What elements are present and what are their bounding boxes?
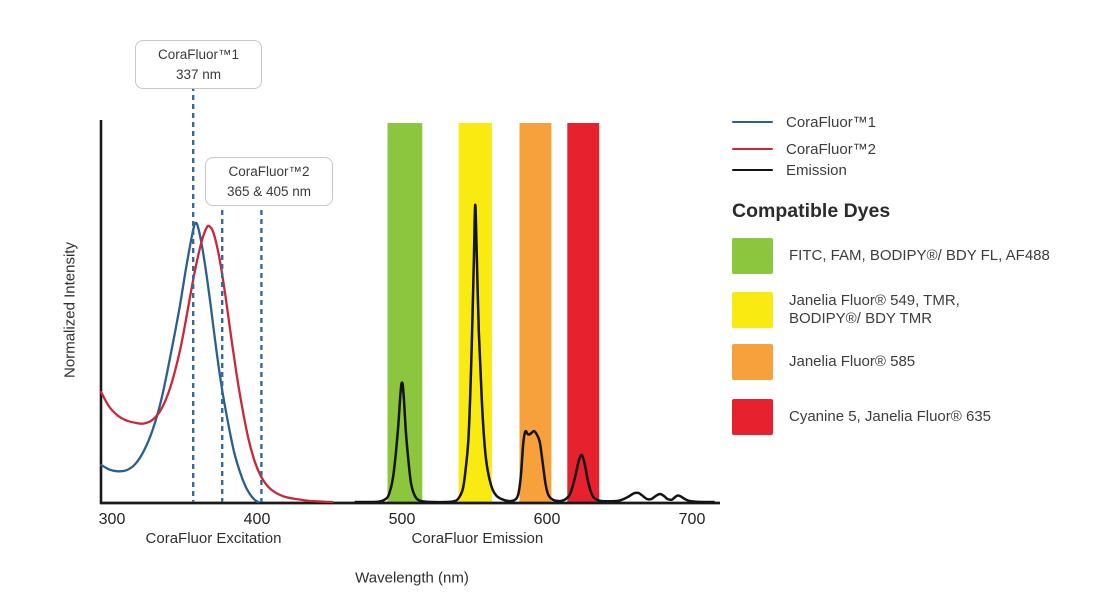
dye-label-line: FITC, FAM, BODIPY®/ BDY FL, AF488: [789, 247, 1050, 265]
x-tick-label: 700: [679, 511, 706, 528]
excitation-band: [458, 123, 492, 502]
x-tick-label: 500: [389, 511, 416, 528]
excitation-band: [567, 123, 600, 502]
x-axis-label: Wavelength (nm): [355, 569, 469, 587]
x-section-label: CoraFluor Excitation: [146, 530, 282, 547]
callout-corafluor1: CoraFluor™1 337 nm: [135, 40, 262, 90]
legend-panel: CoraFluor™1 CoraFluor™2 Emission Compatibl…: [732, 0, 1104, 612]
legend-item: CoraFluor™2: [732, 138, 876, 160]
dye-item: Janelia Fluor® 549, TMR, BODIPY®/ BDY TMR: [732, 292, 960, 328]
dye-label: FITC, FAM, BODIPY®/ BDY FL, AF488: [789, 247, 1050, 265]
dye-label-line: Janelia Fluor® 549, TMR,: [789, 292, 960, 310]
y-axis-label: Normalized Intensity: [61, 242, 79, 378]
spectra-chart: 300 400 500 600 700 CoraFluor Excitation CoraF…: [99, 86, 720, 547]
legend-item-label: Emission: [786, 161, 847, 179]
dye-swatch: [732, 238, 773, 274]
callout-corafluor2-title: CoraFluor™2: [228, 164, 310, 179]
dye-item: Janelia Fluor® 585: [732, 344, 915, 380]
legend-line-swatch: [732, 168, 773, 172]
legend-item-label: CoraFluor™1: [786, 113, 877, 131]
legend-item: Emission: [732, 159, 847, 181]
dye-item: Cyanine 5, Janelia Fluor® 635: [732, 399, 991, 435]
dye-swatch: [732, 399, 773, 435]
dye-label-line: BODIPY®/ BDY TMR: [789, 310, 933, 327]
callout-corafluor1-value: 337 nm: [175, 66, 222, 82]
dye-label: Janelia Fluor® 585: [789, 353, 915, 371]
dye-label: Cyanine 5, Janelia Fluor® 635: [789, 408, 991, 426]
excitation-curve-1: [99, 221, 260, 504]
legend-item-label: CoraFluor™2: [786, 140, 877, 158]
x-tick-label: 600: [534, 511, 561, 528]
excitation-band: [387, 123, 423, 502]
callout-corafluor2-value: 365 & 405 nm: [226, 183, 312, 199]
legend-line-swatch: [732, 147, 773, 151]
dye-label: Janelia Fluor® 549, TMR, BODIPY®/ BDY TMR: [789, 292, 960, 327]
x-tick-label: 400: [244, 511, 271, 528]
dye-label-line: Cyanine 5, Janelia Fluor® 635: [789, 408, 992, 426]
dye-swatch: [732, 292, 773, 328]
callout-corafluor2: CoraFluor™2 365 & 405 nm: [205, 157, 333, 207]
dye-label-line: Janelia Fluor® 585: [789, 353, 916, 371]
emission-curve: [354, 203, 716, 504]
excitation-curve-2: [99, 224, 334, 504]
x-tick-label: 300: [99, 511, 126, 528]
dye-swatch: [732, 344, 773, 380]
legend-line-swatch: [732, 120, 773, 124]
compatible-dyes-heading: Compatible Dyes: [732, 200, 891, 222]
x-section-label: CoraFluor Emission: [412, 530, 544, 547]
callout-corafluor1-title: CoraFluor™1: [157, 47, 240, 62]
legend-item: CoraFluor™1: [732, 111, 876, 133]
dye-item: FITC, FAM, BODIPY®/ BDY FL, AF488: [732, 238, 1050, 274]
